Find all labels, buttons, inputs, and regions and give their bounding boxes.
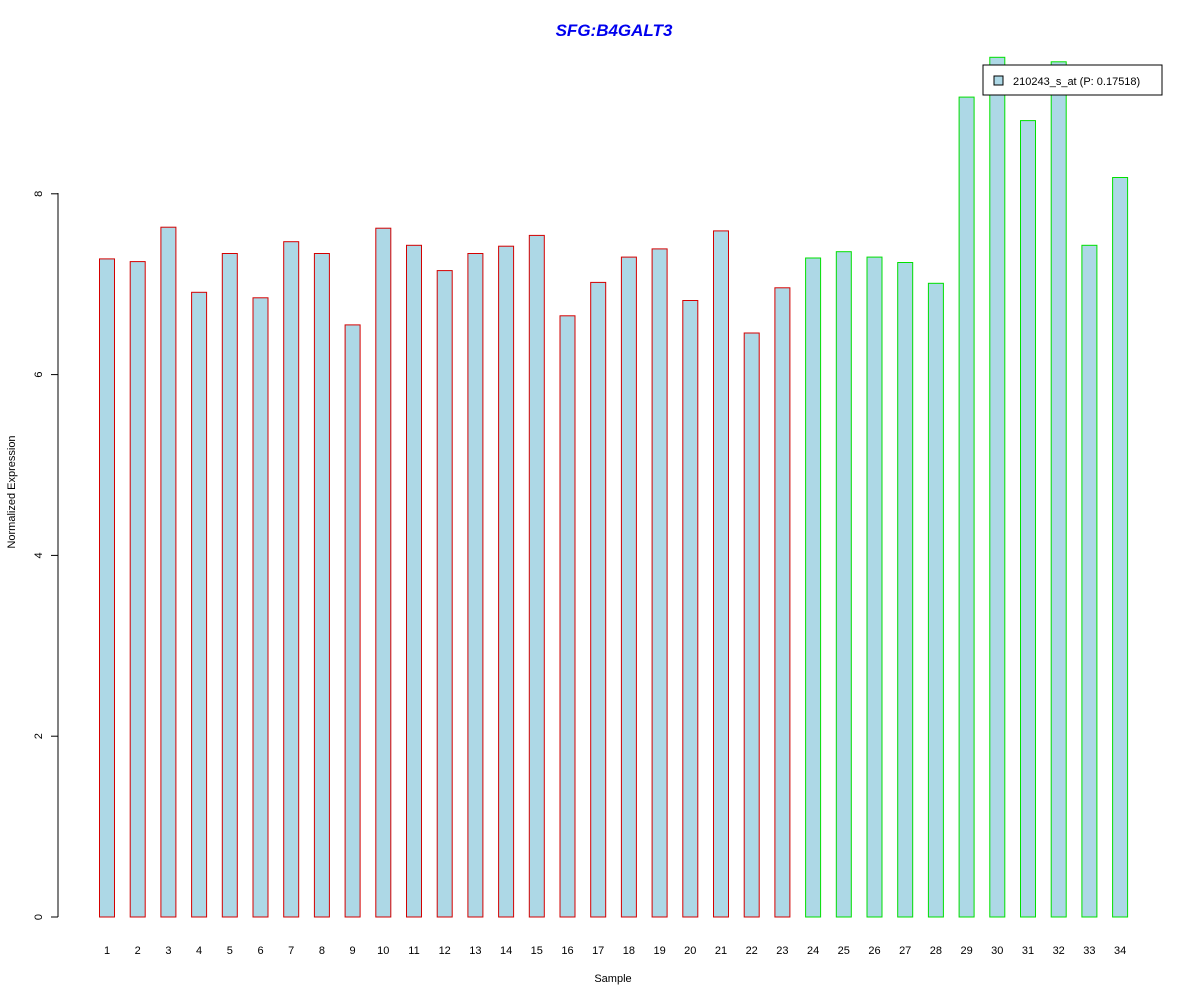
x-tick-label: 30 bbox=[991, 945, 1003, 957]
bar-sample-5 bbox=[221, 253, 238, 918]
legend-label: 210243_s_at (P: 0.17518) bbox=[1013, 76, 1140, 88]
x-tick-label: 4 bbox=[196, 945, 202, 957]
x-tick-label: 19 bbox=[653, 945, 665, 957]
x-tick-label: 18 bbox=[623, 945, 635, 957]
bar-sample-3 bbox=[160, 226, 177, 918]
x-tick-label: 33 bbox=[1083, 945, 1095, 957]
x-tick-label: 6 bbox=[257, 945, 263, 957]
x-tick-label: 12 bbox=[439, 945, 451, 957]
x-tick-label: 5 bbox=[227, 945, 233, 957]
bar-sample-25 bbox=[835, 251, 852, 918]
bars bbox=[99, 56, 1129, 918]
bar-sample-16 bbox=[559, 315, 576, 918]
x-tick-label: 3 bbox=[165, 945, 171, 957]
x-tick-label: 16 bbox=[561, 945, 573, 957]
x-tick-label: 9 bbox=[350, 945, 356, 957]
bar-sample-4 bbox=[191, 291, 208, 918]
bar-sample-18 bbox=[620, 256, 637, 918]
bar-sample-24 bbox=[805, 257, 822, 918]
y-tick-label: 4 bbox=[33, 552, 45, 558]
y-tick-label: 2 bbox=[33, 733, 45, 739]
x-tick-label: 17 bbox=[592, 945, 604, 957]
legend: 210243_s_at (P: 0.17518) bbox=[982, 64, 1163, 96]
bar-sample-8 bbox=[313, 253, 330, 918]
x-tick-label: 25 bbox=[838, 945, 850, 957]
x-tick-label: 13 bbox=[469, 945, 481, 957]
x-tick-label: 7 bbox=[288, 945, 294, 957]
bar-sample-7 bbox=[283, 241, 300, 918]
x-tick-label: 29 bbox=[960, 945, 972, 957]
x-tick-label: 14 bbox=[500, 945, 512, 957]
x-tick-label: 26 bbox=[868, 945, 880, 957]
x-tick-labels: 1 2 3 4 5 6 7 8 9 10 11 12 13 14 15 16 17 18 19 20 21 22 23 24 2… bbox=[104, 945, 1126, 957]
bar-sample-34 bbox=[1112, 177, 1129, 918]
x-tick-label: 8 bbox=[319, 945, 325, 957]
bar-sample-12 bbox=[436, 270, 453, 918]
bar-sample-32 bbox=[1050, 61, 1067, 918]
y-axis: 0 2 4 6 8 bbox=[33, 191, 59, 920]
chart-title: SFG:B4GALT3 bbox=[556, 21, 673, 40]
bar-sample-15 bbox=[528, 234, 545, 918]
bar-sample-27 bbox=[897, 262, 914, 918]
bar-sample-13 bbox=[467, 253, 484, 918]
y-tick-label: 6 bbox=[33, 372, 45, 378]
bar-sample-2 bbox=[129, 261, 146, 918]
x-tick-label: 15 bbox=[531, 945, 543, 957]
bar-sample-26 bbox=[866, 256, 883, 918]
x-tick-label: 34 bbox=[1114, 945, 1126, 957]
bar-sample-28 bbox=[927, 282, 944, 918]
bar-sample-30 bbox=[989, 56, 1006, 918]
x-tick-label: 24 bbox=[807, 945, 819, 957]
x-tick-label: 22 bbox=[746, 945, 758, 957]
bar-sample-6 bbox=[252, 297, 269, 918]
bar-sample-21 bbox=[713, 230, 729, 918]
x-tick-label: 20 bbox=[684, 945, 696, 957]
bar-sample-23 bbox=[774, 287, 791, 918]
bar-sample-19 bbox=[651, 248, 668, 918]
y-tick-label: 0 bbox=[33, 914, 45, 920]
bar-sample-11 bbox=[406, 244, 422, 918]
bar-sample-31 bbox=[1020, 120, 1036, 918]
bar-sample-20 bbox=[682, 300, 699, 918]
x-tick-label: 28 bbox=[930, 945, 942, 957]
bar-sample-33 bbox=[1081, 244, 1098, 918]
bar-sample-17 bbox=[590, 281, 607, 918]
y-tick-label: 8 bbox=[33, 191, 45, 197]
bar-sample-29 bbox=[958, 96, 975, 918]
bar-sample-22 bbox=[743, 332, 760, 918]
x-tick-label: 10 bbox=[377, 945, 389, 957]
bar-sample-9 bbox=[344, 324, 361, 918]
x-tick-label: 32 bbox=[1053, 945, 1065, 957]
x-tick-label: 1 bbox=[104, 945, 110, 957]
x-axis-label: Sample bbox=[594, 973, 631, 985]
x-tick-label: 11 bbox=[408, 945, 419, 957]
bar-sample-1 bbox=[99, 258, 115, 918]
bar-sample-10 bbox=[375, 227, 392, 918]
x-tick-label: 21 bbox=[715, 945, 727, 957]
y-axis-label: Normalized Expression bbox=[6, 435, 18, 548]
bar-sample-14 bbox=[498, 245, 515, 918]
x-tick-label: 2 bbox=[135, 945, 141, 957]
legend-swatch bbox=[993, 75, 1004, 86]
legend-box bbox=[982, 64, 1163, 96]
x-tick-label: 31 bbox=[1022, 945, 1034, 957]
x-tick-label: 23 bbox=[776, 945, 788, 957]
x-tick-label: 27 bbox=[899, 945, 911, 957]
